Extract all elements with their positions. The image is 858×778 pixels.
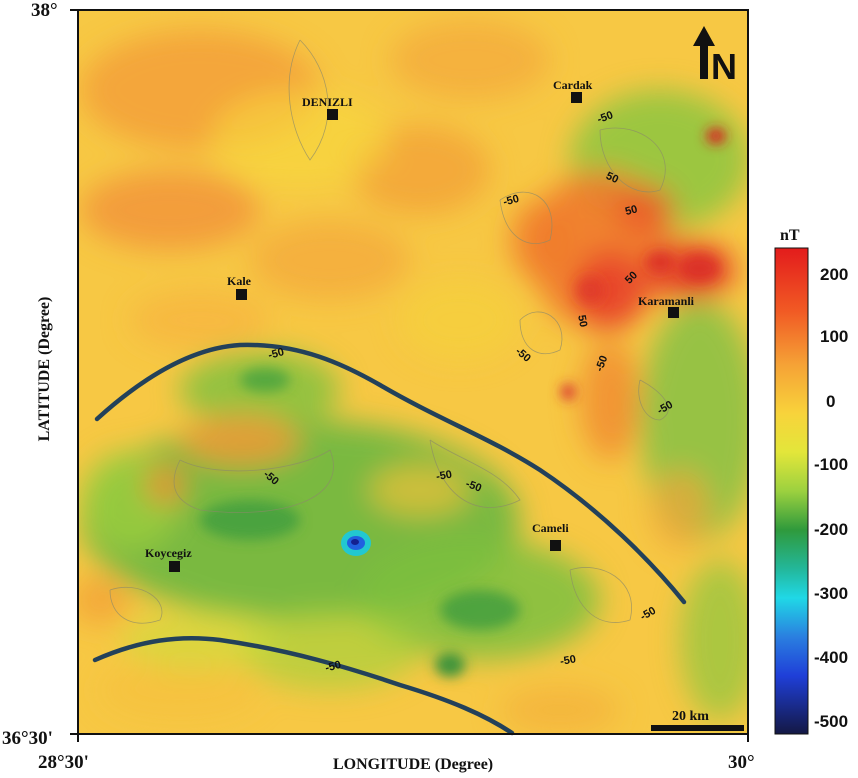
anomaly-map: [78, 10, 748, 734]
southern-boundary-curve: [92, 635, 515, 736]
city-koycegiz: Koycegiz: [145, 546, 192, 572]
city-label: Karamanli: [638, 294, 695, 308]
y-axis-title: LATITUDE (Degree): [36, 296, 53, 442]
map-frame: [77, 9, 749, 735]
colorbar-tick: -100: [814, 455, 849, 474]
contour-label: 50: [575, 314, 589, 328]
city-label: Cardak: [553, 78, 593, 92]
city-square: [327, 109, 338, 120]
contour-label: -50: [324, 659, 342, 675]
colorbar-tick: 200: [820, 265, 849, 284]
city-karamanli: Karamanli: [638, 294, 695, 318]
city-markers: DENIZLI Cardak Kale Karamanli Cameli Koy…: [145, 78, 695, 572]
colorbar-tick: 100: [820, 327, 849, 346]
contour-lines: [109, 39, 669, 624]
colorbar-tick: -400: [814, 648, 849, 667]
contour-label: -50: [435, 469, 453, 484]
lon-right-label: 30°: [728, 752, 755, 773]
colorbar: nT: [774, 227, 809, 735]
colorbar-tick: -200: [814, 520, 849, 539]
city-cameli: Cameli: [532, 521, 569, 551]
northern-boundary-curve: [94, 342, 687, 605]
lat-top-label: 38°: [31, 0, 58, 21]
lon-left-label: 28°30': [38, 752, 89, 773]
cyan-blue-anomaly: [341, 530, 371, 556]
corner-ticks: [70, 9, 749, 742]
city-denizli: DENIZLI: [302, 95, 353, 120]
north-label: N: [711, 46, 737, 87]
x-axis-title: LONGITUDE (Degree): [333, 756, 494, 773]
colorbar-tick: 0: [826, 392, 836, 411]
contour-label: 50: [604, 170, 620, 186]
contour-label: -50: [596, 109, 615, 126]
city-label: Cameli: [532, 521, 569, 535]
city-kale: Kale: [227, 274, 252, 300]
contour-label: -50: [267, 346, 285, 362]
north-arrow: N: [693, 26, 737, 87]
city-square: [169, 561, 180, 572]
contour-label: -50: [502, 193, 520, 209]
contour-label: 50: [624, 203, 639, 218]
city-square: [668, 307, 679, 318]
fault-boundary-curves: [92, 342, 687, 736]
city-label: Kale: [227, 274, 252, 288]
scale-bar: 20 km: [651, 709, 744, 731]
city-square: [571, 92, 582, 103]
city-label: DENIZLI: [302, 95, 353, 109]
colorbar-tick: -500: [814, 712, 849, 731]
scale-bar-label: 20 km: [672, 709, 709, 724]
colorbar-tick: -300: [814, 584, 849, 603]
city-square: [550, 540, 561, 551]
colorbar-gradient: [774, 247, 809, 735]
contour-label: -50: [464, 478, 483, 495]
colorbar-unit: nT: [780, 227, 800, 244]
city-cardak: Cardak: [553, 78, 593, 103]
contour-label: -50: [559, 653, 577, 668]
city-label: Koycegiz: [145, 546, 192, 560]
city-square: [236, 289, 247, 300]
contour-label: -50: [594, 354, 611, 373]
lat-bottom-label: 36°30': [2, 728, 53, 749]
